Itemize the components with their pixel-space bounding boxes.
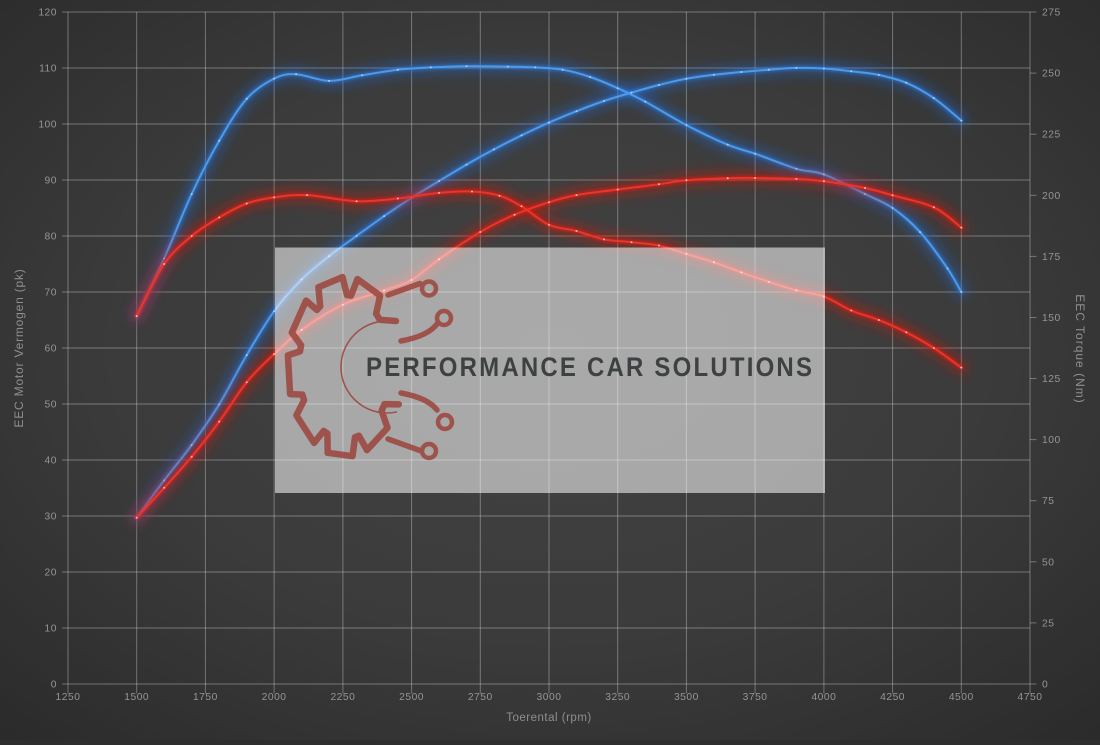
svg-text:60: 60 xyxy=(45,344,57,355)
svg-text:10: 10 xyxy=(45,624,57,635)
svg-text:4000: 4000 xyxy=(811,692,836,703)
svg-text:175: 175 xyxy=(1042,252,1061,263)
svg-text:2750: 2750 xyxy=(468,692,493,703)
svg-text:225: 225 xyxy=(1042,130,1061,141)
svg-text:2000: 2000 xyxy=(262,692,287,703)
svg-text:4250: 4250 xyxy=(880,692,905,703)
svg-text:125: 125 xyxy=(1042,374,1061,385)
svg-text:150: 150 xyxy=(1042,313,1061,324)
svg-text:120: 120 xyxy=(38,8,57,19)
svg-text:80: 80 xyxy=(45,232,57,243)
svg-text:1500: 1500 xyxy=(124,692,149,703)
svg-text:275: 275 xyxy=(1042,8,1061,19)
svg-text:100: 100 xyxy=(38,120,57,131)
svg-text:20: 20 xyxy=(45,568,57,579)
svg-text:4500: 4500 xyxy=(949,692,974,703)
svg-text:3750: 3750 xyxy=(743,692,768,703)
svg-text:200: 200 xyxy=(1042,191,1061,202)
svg-text:3250: 3250 xyxy=(605,692,630,703)
svg-text:2250: 2250 xyxy=(330,692,355,703)
svg-text:0: 0 xyxy=(1042,680,1048,691)
svg-text:30: 30 xyxy=(45,512,57,523)
svg-text:Toerental (rpm): Toerental (rpm) xyxy=(506,712,591,724)
svg-text:2500: 2500 xyxy=(399,692,424,703)
svg-text:PERFORMANCE CAR SOLUTIONS: PERFORMANCE CAR SOLUTIONS xyxy=(366,353,814,383)
svg-text:4750: 4750 xyxy=(1018,692,1043,703)
svg-text:25: 25 xyxy=(1042,618,1054,629)
svg-text:40: 40 xyxy=(45,456,57,467)
svg-text:1750: 1750 xyxy=(193,692,218,703)
svg-text:70: 70 xyxy=(45,288,57,299)
svg-text:100: 100 xyxy=(1042,435,1061,446)
svg-text:50: 50 xyxy=(1042,557,1054,568)
svg-text:EEC Motor Vermogen (pk): EEC Motor Vermogen (pk) xyxy=(12,268,26,427)
svg-text:75: 75 xyxy=(1042,496,1054,507)
svg-text:1250: 1250 xyxy=(56,692,81,703)
svg-text:50: 50 xyxy=(45,400,57,411)
svg-text:3000: 3000 xyxy=(537,692,562,703)
svg-text:0: 0 xyxy=(51,680,57,691)
svg-text:110: 110 xyxy=(39,64,57,75)
svg-text:250: 250 xyxy=(1042,69,1061,80)
svg-text:EEC Torque (Nm): EEC Torque (Nm) xyxy=(1073,294,1087,403)
svg-text:90: 90 xyxy=(45,176,57,187)
svg-text:3500: 3500 xyxy=(674,692,699,703)
